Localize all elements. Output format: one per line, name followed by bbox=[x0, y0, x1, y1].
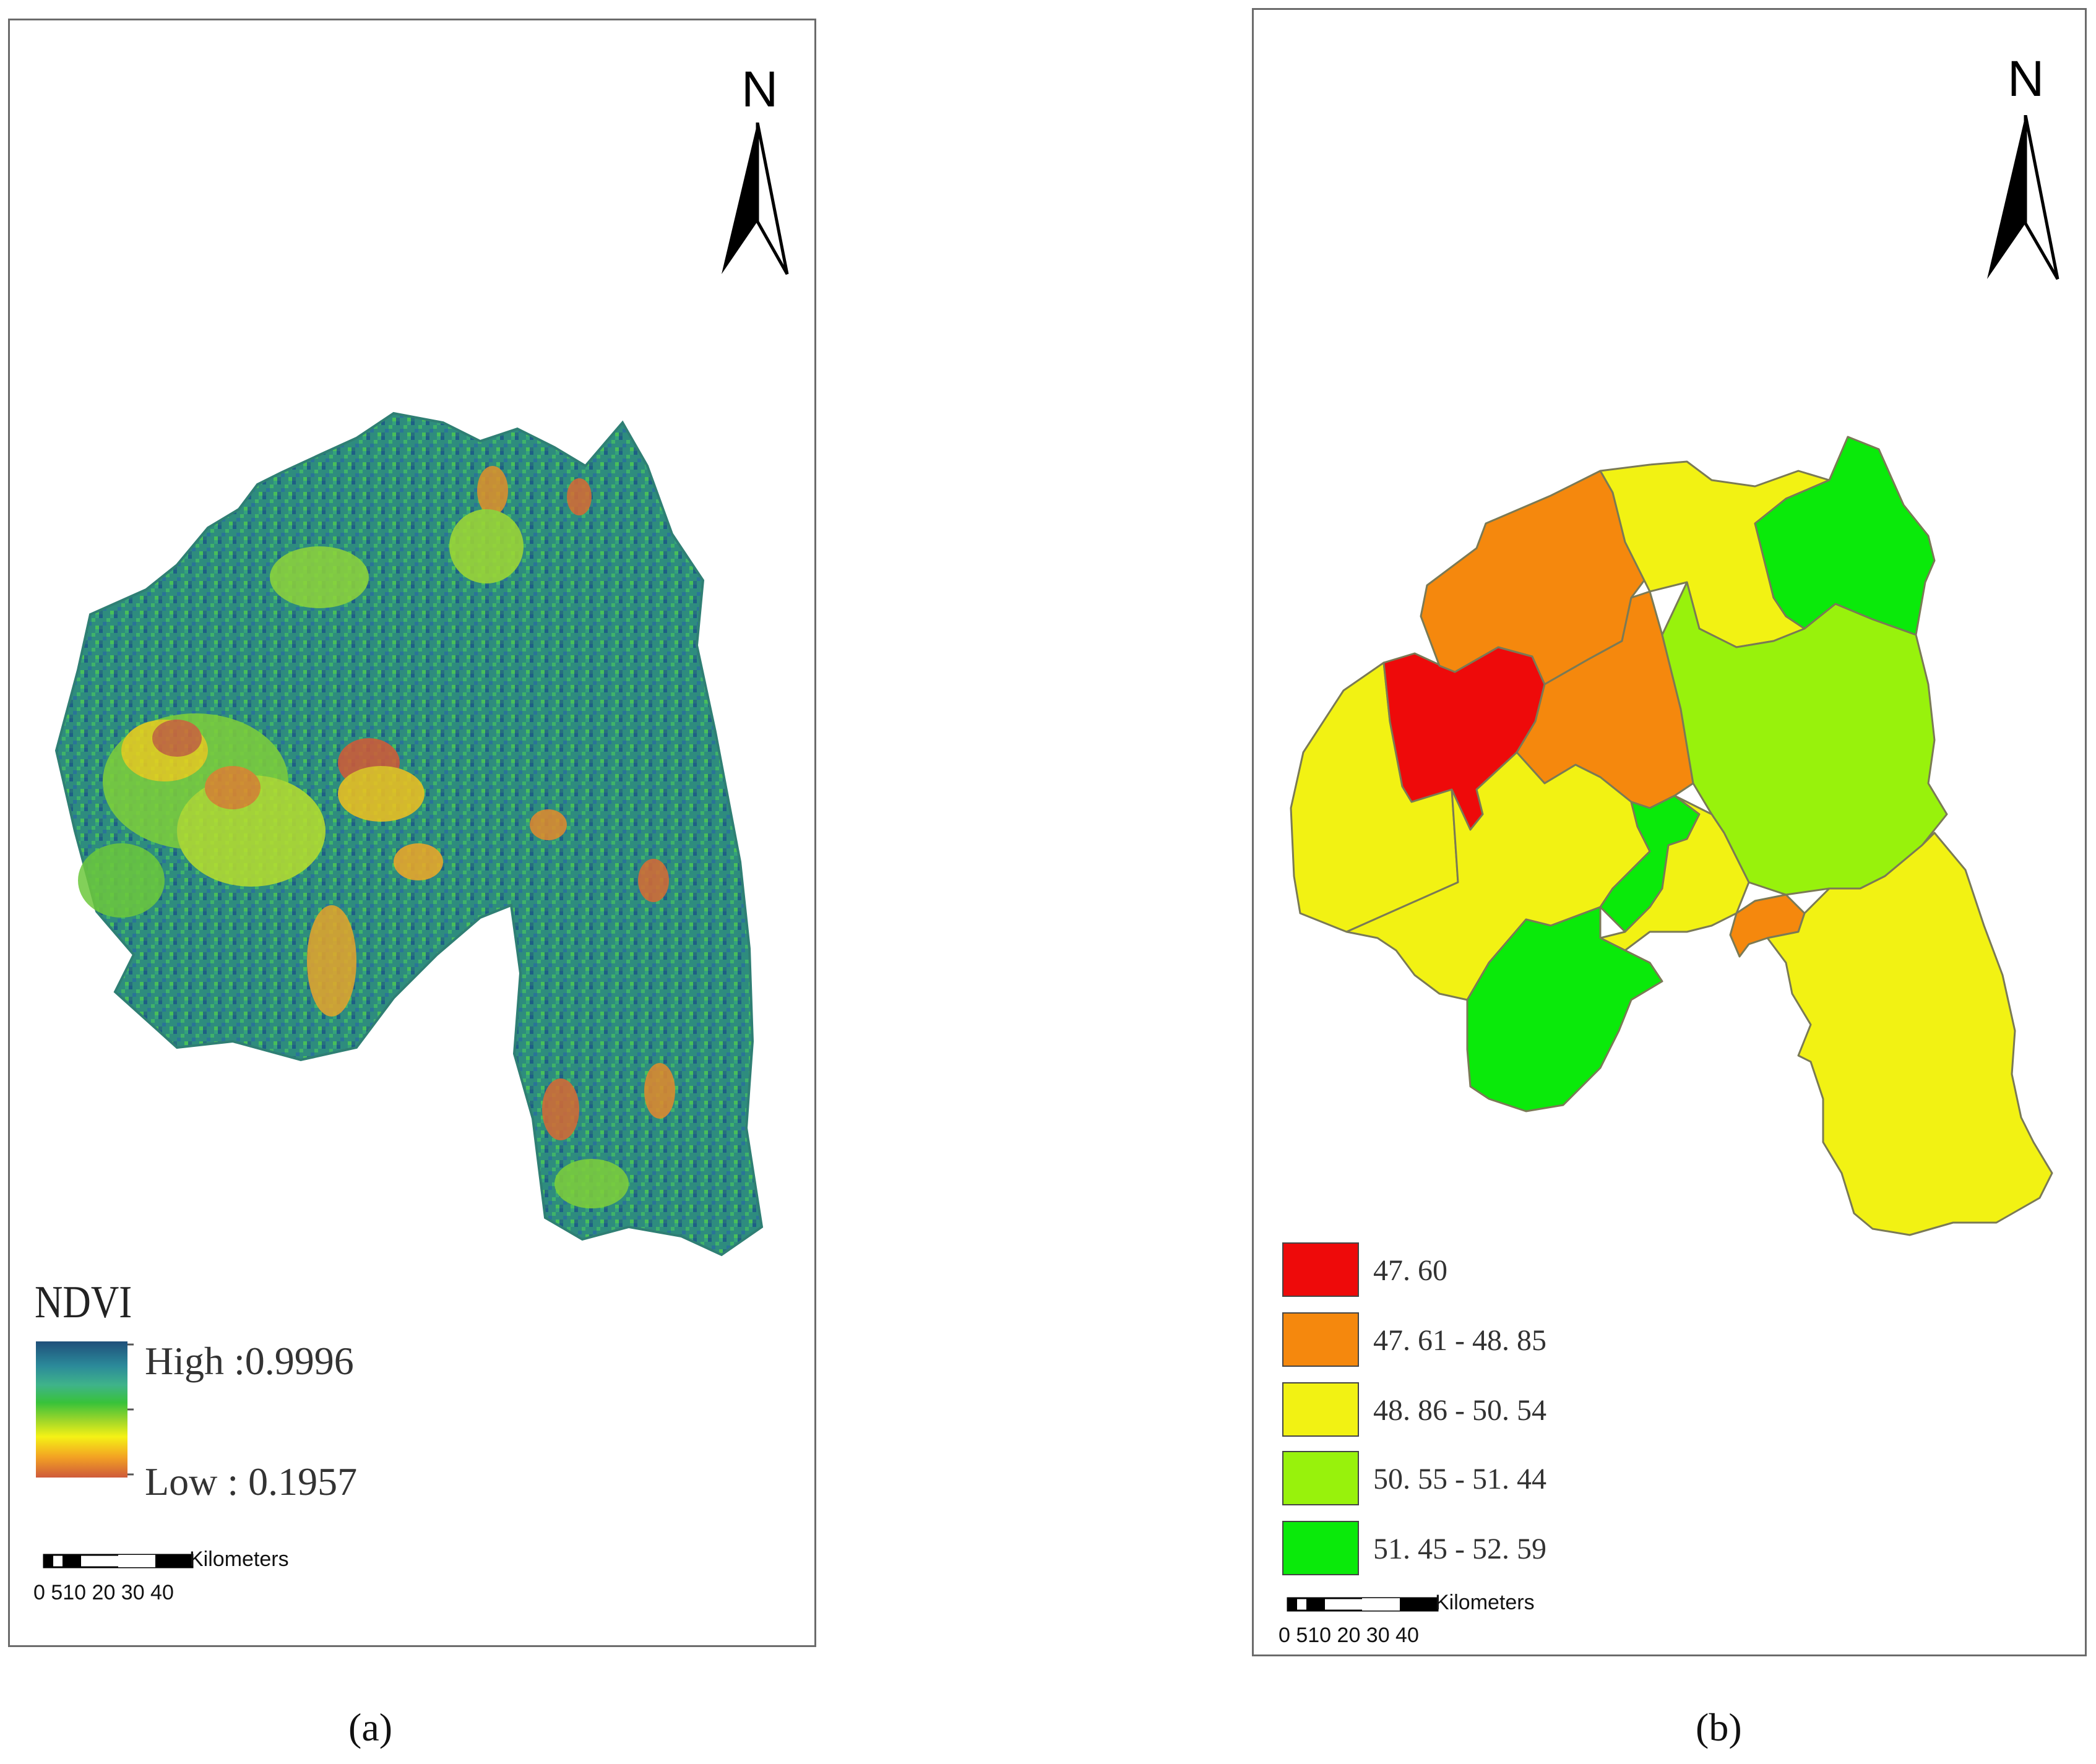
scale-bar bbox=[43, 1554, 194, 1568]
north-arrow-icon bbox=[1987, 115, 2059, 280]
legend-label-5: 51. 45 - 52. 59 bbox=[1373, 1533, 1546, 1565]
legend-label-4: 50. 55 - 51. 44 bbox=[1373, 1463, 1546, 1495]
district-southeast bbox=[1766, 832, 2053, 1236]
caption-a: (a) bbox=[348, 1705, 393, 1749]
scale-bar bbox=[1287, 1597, 1439, 1612]
legend-swatch-3 bbox=[1282, 1382, 1359, 1437]
ndvi-gradient-bar bbox=[36, 1341, 127, 1478]
legend-low-label: Low : 0.1957 bbox=[145, 1460, 358, 1504]
legend-swatch-5 bbox=[1282, 1521, 1359, 1575]
district-east bbox=[1661, 581, 1948, 896]
north-arrow-icon bbox=[722, 123, 789, 275]
legend-swatch-2 bbox=[1282, 1312, 1359, 1367]
choropleth-map-panel: N bbox=[1252, 8, 2087, 1656]
scale-unit-label: Kilometers bbox=[189, 1547, 289, 1571]
scale-tick-labels: 0 510 20 30 40 bbox=[33, 1581, 174, 1604]
north-label: N bbox=[741, 61, 778, 118]
legend-title: NDVI bbox=[35, 1277, 132, 1328]
legend-label-3: 48. 86 - 50. 54 bbox=[1373, 1394, 1546, 1427]
caption-b: (b) bbox=[1696, 1705, 1742, 1749]
legend-swatch-1 bbox=[1282, 1242, 1359, 1297]
ndvi-raster-map bbox=[36, 411, 764, 1568]
north-label: N bbox=[2008, 51, 2045, 107]
district-south bbox=[1466, 906, 1663, 1112]
district-ne bbox=[1754, 436, 1936, 636]
legend-label-2: 47. 61 - 48. 85 bbox=[1373, 1324, 1546, 1357]
scale-tick-labels: 0 510 20 30 40 bbox=[1279, 1624, 1419, 1647]
scale-unit-label: Kilometers bbox=[1435, 1591, 1535, 1614]
ndvi-map-panel: N bbox=[8, 19, 816, 1647]
legend-high-label: High :0.9996 bbox=[145, 1339, 354, 1383]
legend-label-1: 47. 60 bbox=[1373, 1254, 1447, 1287]
choropleth-map bbox=[1282, 436, 2053, 1612]
legend-swatch-4 bbox=[1282, 1451, 1359, 1505]
